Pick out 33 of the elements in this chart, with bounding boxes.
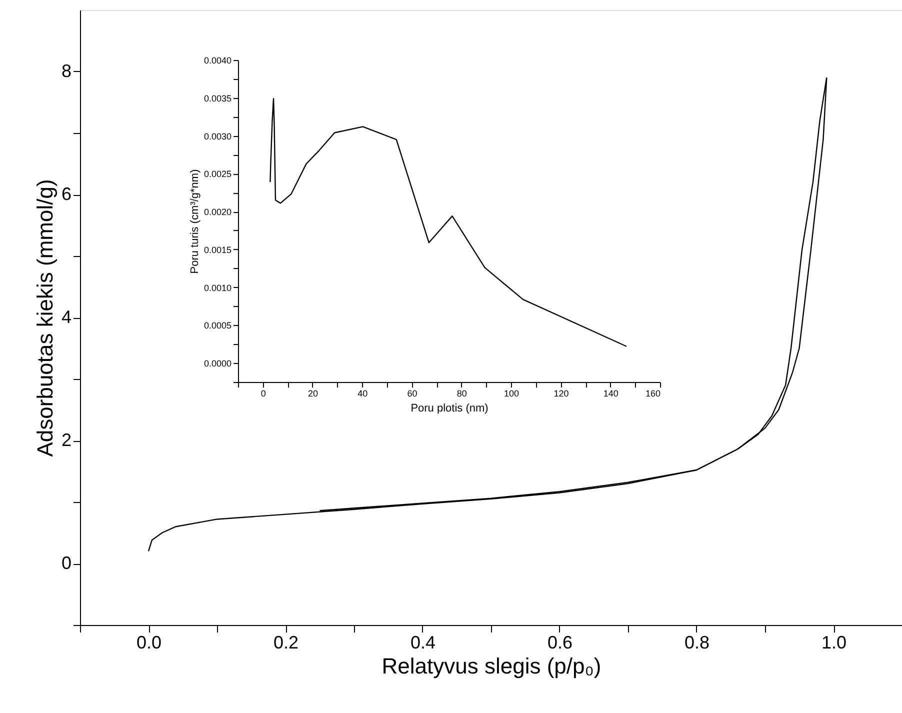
- x-axis-title: Relatyvus slegis (p/p₀): [382, 654, 602, 678]
- x-tick-label: 0.6: [547, 632, 573, 652]
- y-tick-label: 6: [61, 184, 72, 204]
- x-tick-label: 160: [645, 388, 660, 398]
- x-tick-label: 0.4: [410, 632, 436, 652]
- x-tick-label: 20: [308, 388, 318, 398]
- x-tick-label: 0.8: [684, 632, 710, 652]
- y-tick-label: 0.0040: [204, 56, 232, 66]
- y-tick-label: 8: [61, 61, 72, 81]
- y-tick-label: 0.0005: [204, 320, 232, 331]
- y-tick-label: 0.0025: [204, 169, 232, 180]
- x-axis-title: Poru plotis (nm): [410, 402, 488, 414]
- y-tick-label: 0.0010: [204, 282, 232, 293]
- x-tick-label: 60: [407, 388, 418, 398]
- x-tick-label: 80: [456, 388, 467, 398]
- x-tick-label: 120: [554, 388, 569, 398]
- y-tick-label: 2: [61, 430, 72, 450]
- y-axis-title: Adsorbuotas kiekis (mmol/g): [32, 179, 58, 457]
- y-tick-label: 0.0015: [204, 244, 232, 255]
- y-tick-label: 0.0030: [204, 131, 232, 142]
- x-tick-label: 0.2: [273, 632, 299, 652]
- x-tick-label: 1.0: [821, 632, 847, 652]
- x-tick-label: 140: [603, 388, 618, 398]
- x-tick-label: 0: [260, 388, 266, 398]
- y-tick-label: 0: [61, 553, 72, 573]
- y-tick-label: 4: [61, 307, 72, 327]
- x-tick-label: 40: [358, 388, 368, 398]
- y-axis-title: Poru turis (cm³/g*nm): [188, 169, 201, 274]
- y-tick-label: 0.0020: [204, 207, 232, 218]
- y-tick-label: 0.0035: [204, 93, 232, 104]
- y-tick-label: 0.0000: [204, 358, 232, 369]
- x-tick-label: 0.0: [136, 632, 162, 652]
- x-tick-label: 100: [504, 388, 520, 398]
